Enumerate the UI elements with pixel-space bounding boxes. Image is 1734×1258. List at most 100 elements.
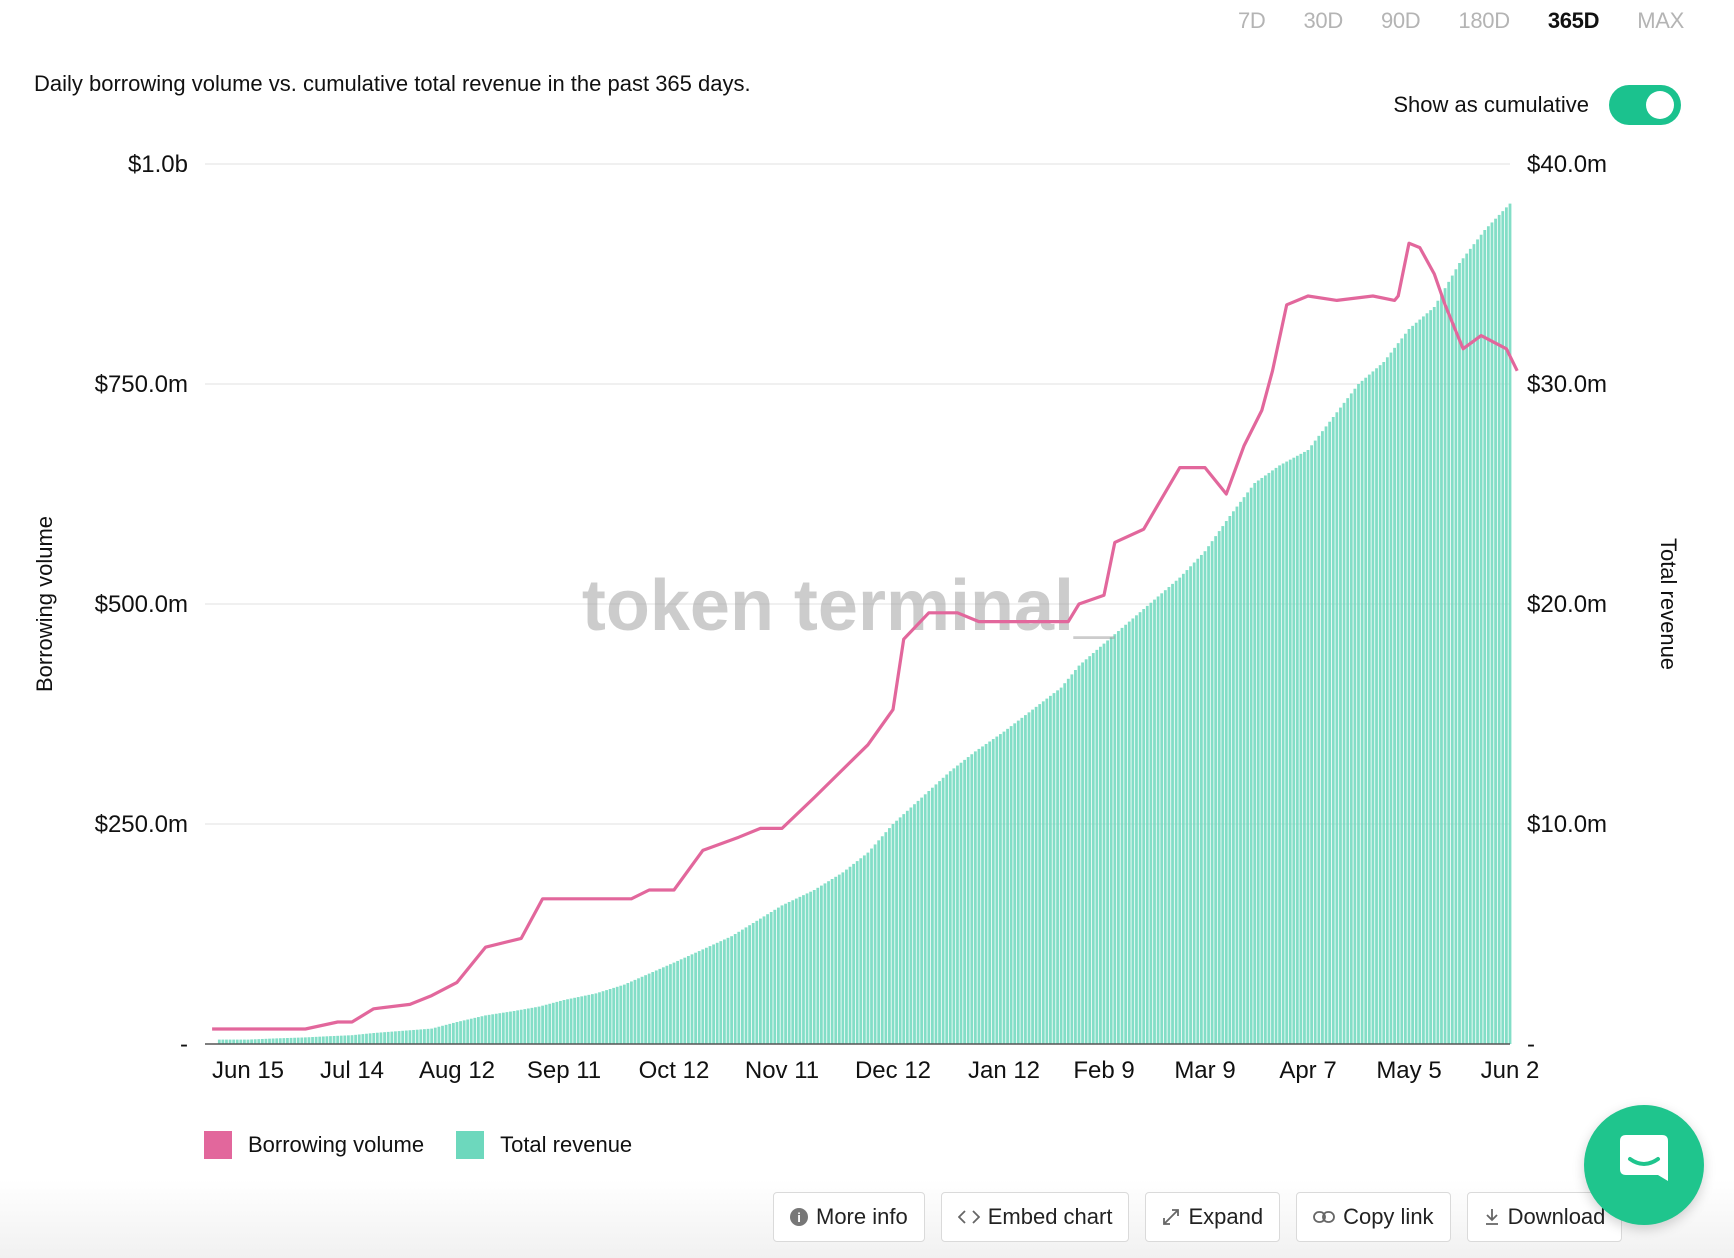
revenue-bar bbox=[855, 861, 859, 1044]
revenue-bar bbox=[347, 1035, 350, 1044]
revenue-bar bbox=[837, 874, 841, 1044]
revenue-bar bbox=[1335, 412, 1339, 1044]
revenue-bar bbox=[640, 976, 644, 1044]
revenue-bar bbox=[1400, 338, 1404, 1044]
revenue-bar bbox=[952, 768, 956, 1044]
revenue-bar bbox=[430, 1028, 434, 1044]
revenue-bar bbox=[278, 1038, 282, 1044]
revenue-bar bbox=[329, 1036, 332, 1044]
revenue-bar bbox=[1274, 467, 1278, 1044]
revenue-bar bbox=[630, 981, 633, 1044]
revenue-bar bbox=[941, 777, 945, 1044]
revenue-bar bbox=[1207, 546, 1210, 1044]
revenue-bar bbox=[1353, 388, 1357, 1044]
revenue-bar bbox=[487, 1014, 491, 1044]
revenue-bar bbox=[1407, 329, 1411, 1044]
chat-icon bbox=[1614, 1133, 1674, 1198]
revenue-bar bbox=[1217, 531, 1221, 1044]
range-tab-7d[interactable]: 7D bbox=[1237, 8, 1266, 33]
revenue-bar bbox=[264, 1038, 268, 1044]
copy-link-label: Copy link bbox=[1343, 1204, 1434, 1229]
revenue-bar bbox=[217, 1039, 221, 1044]
revenue-bar bbox=[877, 840, 881, 1044]
chat-button[interactable] bbox=[1584, 1105, 1704, 1225]
revenue-bar bbox=[1196, 558, 1200, 1044]
revenue-bar bbox=[977, 748, 981, 1044]
revenue-bar bbox=[260, 1038, 264, 1044]
revenue-bar bbox=[1024, 715, 1027, 1044]
legend-swatch-revenue bbox=[456, 1131, 485, 1159]
revenue-bar bbox=[755, 920, 759, 1044]
expand-button[interactable]: Expand bbox=[1145, 1192, 1281, 1242]
copy-link-button[interactable]: Copy link bbox=[1296, 1192, 1451, 1242]
revenue-bar bbox=[991, 739, 995, 1044]
revenue-bar bbox=[1149, 602, 1153, 1044]
revenue-bar bbox=[455, 1022, 459, 1044]
revenue-bar bbox=[268, 1038, 271, 1044]
revenue-bar bbox=[296, 1037, 300, 1044]
expand-label: Expand bbox=[1188, 1204, 1264, 1229]
revenue-bar bbox=[1009, 726, 1013, 1044]
embed-chart-button[interactable]: Embed chart bbox=[940, 1192, 1130, 1242]
more-info-button[interactable]: i More info bbox=[773, 1192, 925, 1242]
revenue-bar bbox=[741, 929, 744, 1044]
range-tab-30d[interactable]: 30D bbox=[1303, 8, 1343, 33]
x-tick-label: Apr 7 bbox=[1279, 1057, 1336, 1084]
revenue-bar bbox=[1167, 587, 1171, 1044]
revenue-bar bbox=[354, 1034, 358, 1044]
revenue-bar bbox=[1013, 723, 1017, 1044]
revenue-bar bbox=[895, 820, 898, 1044]
revenue-bar bbox=[512, 1011, 516, 1044]
revenue-bar bbox=[1239, 501, 1242, 1044]
revenue-bar bbox=[916, 800, 920, 1044]
borrowing-line bbox=[212, 241, 1519, 1031]
download-button[interactable]: Download bbox=[1466, 1192, 1623, 1242]
cumulative-toggle[interactable] bbox=[1609, 85, 1681, 125]
revenue-bar bbox=[966, 757, 970, 1044]
revenue-bar bbox=[562, 1000, 566, 1044]
revenue-bar bbox=[1077, 665, 1081, 1044]
revenue-bar bbox=[1490, 222, 1494, 1044]
download-label: Download bbox=[1507, 1204, 1606, 1229]
revenue-bar bbox=[823, 883, 827, 1044]
revenue-bars bbox=[217, 203, 1512, 1045]
revenue-bar bbox=[580, 996, 584, 1044]
revenue-bar bbox=[687, 956, 690, 1044]
revenue-bar bbox=[870, 848, 873, 1044]
revenue-bar bbox=[368, 1033, 372, 1044]
revenue-bar bbox=[1483, 230, 1487, 1044]
y-axis-left-ticks: - $250.0m $500.0m $750.0m $1.0b bbox=[95, 151, 188, 1058]
y-right-tick-label: $20.0m bbox=[1527, 591, 1607, 618]
revenue-bar bbox=[1414, 322, 1418, 1044]
revenue-bar bbox=[802, 895, 805, 1044]
revenue-bar bbox=[516, 1010, 520, 1044]
revenue-bar bbox=[1153, 599, 1156, 1044]
range-tab-365d[interactable]: 365D bbox=[1547, 8, 1600, 33]
range-tab-90d[interactable]: 90D bbox=[1380, 8, 1421, 33]
revenue-bar bbox=[1393, 347, 1396, 1044]
revenue-bar bbox=[1382, 362, 1386, 1044]
revenue-bar bbox=[566, 999, 569, 1044]
revenue-bar bbox=[633, 979, 637, 1044]
revenue-bar bbox=[694, 952, 697, 1044]
revenue-bar bbox=[1181, 573, 1185, 1044]
revenue-bar bbox=[1214, 536, 1218, 1044]
link-icon bbox=[1313, 1210, 1335, 1224]
revenue-bar bbox=[780, 905, 784, 1044]
revenue-bar bbox=[1049, 695, 1052, 1044]
legend-item-borrowing-volume[interactable]: Borrowing volume bbox=[204, 1131, 424, 1159]
revenue-bar bbox=[361, 1034, 365, 1044]
x-tick-label: May 5 bbox=[1376, 1057, 1441, 1084]
revenue-bar bbox=[383, 1032, 386, 1044]
y-left-tick-label: - bbox=[180, 1031, 188, 1058]
revenue-bar bbox=[1263, 475, 1267, 1044]
revenue-bar bbox=[923, 794, 927, 1044]
revenue-bar bbox=[1189, 566, 1192, 1044]
revenue-bar bbox=[1242, 497, 1246, 1045]
range-tab-max[interactable]: MAX bbox=[1637, 8, 1684, 33]
revenue-bar bbox=[311, 1037, 314, 1044]
revenue-bar bbox=[509, 1011, 512, 1044]
revenue-bar bbox=[744, 927, 748, 1044]
legend-item-total-revenue[interactable]: Total revenue bbox=[456, 1131, 632, 1159]
range-tab-180d[interactable]: 180D bbox=[1458, 8, 1510, 33]
